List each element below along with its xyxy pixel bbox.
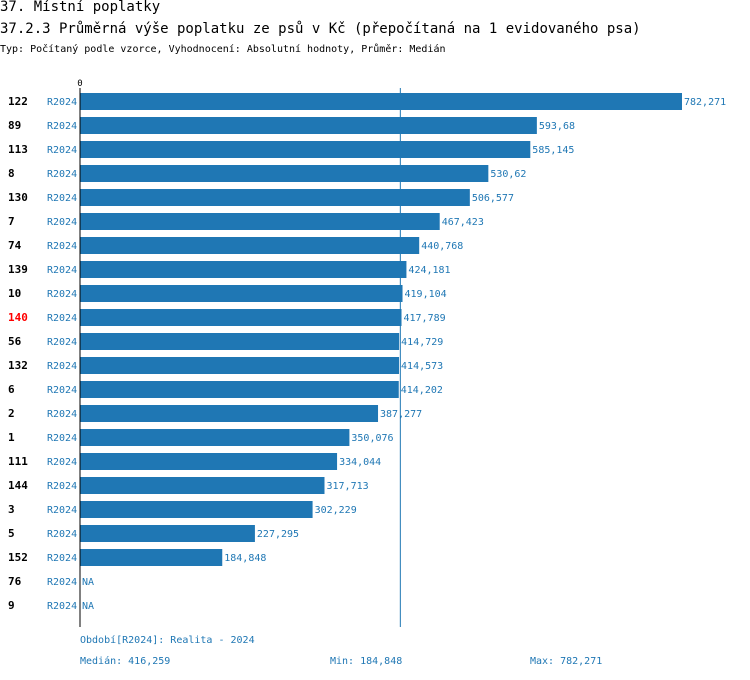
category-label: 7 [8,215,15,228]
value-label: NA [82,577,94,588]
series-label: R2024 [47,385,77,396]
category-label: 8 [8,167,15,180]
bar [80,525,255,542]
category-label: 1 [8,431,15,444]
category-label: 152 [8,551,28,564]
chart-title: 37.2.3 Průměrná výše poplatku ze psů v K… [0,21,641,37]
footer-period: Období[R2024]: Realita - 2024 [80,635,255,646]
category-label: 89 [8,119,21,132]
series-label: R2024 [47,457,77,468]
category-label: 3 [8,503,15,516]
series-label: R2024 [47,505,77,516]
bar [80,165,489,182]
category-label: 140 [8,311,28,324]
category-label: 139 [8,263,28,276]
chart-subtitle: Typ: Počítaný podle vzorce, Vyhodnocení:… [0,44,446,55]
value-label: 387,277 [380,409,422,420]
value-label: 593,68 [539,121,575,132]
value-label: 782,271 [684,97,726,108]
value-label: 414,573 [401,361,443,372]
series-label: R2024 [47,121,77,132]
value-label: 530,62 [490,169,526,180]
value-label: NA [82,601,94,612]
series-label: R2024 [47,193,77,204]
series-label: R2024 [47,265,77,276]
bar [80,93,682,110]
footer-min: Min: 184,848 [330,656,403,667]
bar [80,189,470,206]
footer-median: Medián: 416,259 [80,656,171,667]
bar [80,429,350,446]
bar [80,141,531,158]
value-label: 227,295 [257,529,299,540]
bar [80,237,420,254]
value-label: 585,145 [532,145,574,156]
value-label: 414,729 [401,337,443,348]
series-label: R2024 [47,601,77,612]
bar [80,549,223,566]
category-label: 5 [8,527,15,540]
category-label: 122 [8,95,28,108]
value-label: 414,202 [401,385,443,396]
bar [80,117,537,134]
series-label: R2024 [47,481,77,492]
series-label: R2024 [47,217,77,228]
category-label: 74 [8,239,22,252]
series-label: R2024 [47,241,77,252]
series-label: R2024 [47,577,77,588]
category-label: 10 [8,287,21,300]
series-label: R2024 [47,529,77,540]
value-label: 440,768 [421,241,463,252]
category-label: 144 [8,479,28,492]
bar [80,333,400,350]
series-label: R2024 [47,409,77,420]
category-label: 2 [8,407,15,420]
value-label: 419,104 [405,289,447,300]
value-label: 317,713 [326,481,368,492]
category-label: 130 [8,191,28,204]
bar [80,285,403,302]
value-label: 184,848 [224,553,266,564]
category-label: 111 [8,455,28,468]
bar [80,309,402,326]
bar [80,501,313,518]
category-label: 113 [8,143,28,156]
bar [80,261,407,278]
category-label: 76 [8,575,22,588]
series-label: R2024 [47,289,77,300]
category-label: 9 [8,599,15,612]
series-label: R2024 [47,169,77,180]
series-label: R2024 [47,97,77,108]
series-label: R2024 [47,361,77,372]
series-label: R2024 [47,145,77,156]
x-tick-label: 0 [77,79,82,89]
series-label: R2024 [47,337,77,348]
bar [80,477,325,494]
bar [80,405,379,422]
series-label: R2024 [47,433,77,444]
value-label: 467,423 [442,217,484,228]
category-label: 6 [8,383,15,396]
footer-max: Max: 782,271 [530,656,603,667]
value-label: 506,577 [472,193,514,204]
value-label: 350,076 [351,433,393,444]
value-label: 334,044 [339,457,381,468]
bar [80,213,440,230]
value-label: 424,181 [408,265,450,276]
category-label: 132 [8,359,28,372]
bar [80,357,400,374]
section-title: 37. Místní poplatky [0,0,161,15]
series-label: R2024 [47,553,77,564]
bar [80,453,338,470]
value-label: 417,789 [404,313,446,324]
value-label: 302,229 [315,505,357,516]
category-label: 56 [8,335,22,348]
series-label: R2024 [47,313,77,324]
bar [80,381,399,398]
